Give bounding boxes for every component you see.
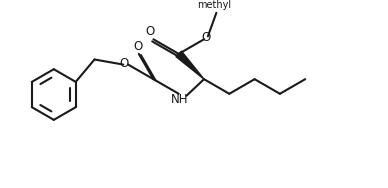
Text: O: O xyxy=(133,40,142,53)
Text: O: O xyxy=(120,57,129,70)
Polygon shape xyxy=(176,51,204,79)
Text: O: O xyxy=(201,31,211,44)
Text: O: O xyxy=(145,25,154,38)
Text: NH: NH xyxy=(171,93,189,106)
Text: methyl: methyl xyxy=(197,0,232,10)
